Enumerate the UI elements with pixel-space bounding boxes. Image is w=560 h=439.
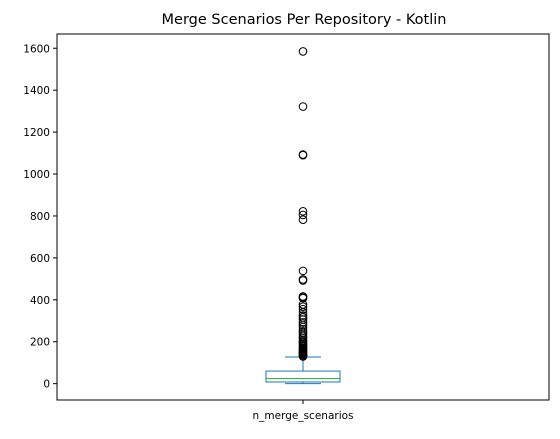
y-tick-label: 1600 bbox=[23, 43, 50, 55]
outlier-point bbox=[298, 304, 308, 314]
outlier-point bbox=[298, 150, 308, 160]
outlier-point bbox=[298, 352, 308, 361]
chart-title: Merge Scenarios Per Repository - Kotlin bbox=[162, 12, 447, 28]
outlier-point bbox=[298, 276, 308, 285]
y-tick-label: 800 bbox=[30, 211, 50, 223]
x-axis: n_merge_scenarios bbox=[252, 400, 354, 422]
plot-frame bbox=[56, 33, 550, 401]
iqr-box bbox=[265, 370, 341, 383]
outlier-point bbox=[298, 318, 308, 327]
x-tick-label: n_merge_scenarios bbox=[252, 410, 353, 422]
outlier-point bbox=[298, 215, 308, 225]
y-tick-label: 1400 bbox=[23, 85, 50, 97]
y-tick-label: 1000 bbox=[23, 169, 50, 181]
y-tick-label: 400 bbox=[30, 295, 50, 307]
y-tick-label: 0 bbox=[43, 379, 50, 391]
y-tick-label: 600 bbox=[30, 253, 50, 265]
y-tick-label: 1200 bbox=[23, 127, 50, 139]
outlier-point bbox=[298, 102, 308, 111]
outlier-point bbox=[298, 302, 308, 312]
outlier-point bbox=[298, 266, 308, 276]
outlier-point bbox=[298, 207, 308, 216]
outlier-point bbox=[298, 47, 308, 56]
outlier-point bbox=[298, 210, 308, 220]
y-tick-label: 200 bbox=[30, 337, 50, 349]
plot-area bbox=[265, 47, 341, 385]
y-axis: 0 200 400 600 800 1000 1200 1400 1600 bbox=[23, 43, 57, 391]
outlier-point bbox=[298, 293, 308, 303]
